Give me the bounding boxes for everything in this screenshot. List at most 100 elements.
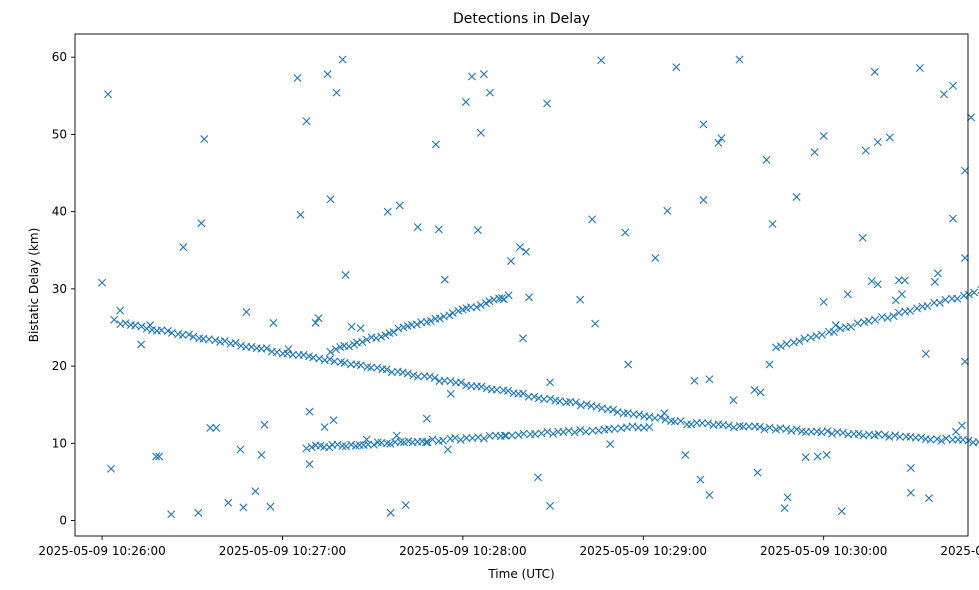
- data-point: [756, 388, 765, 397]
- data-point: [588, 215, 597, 224]
- data-point: [906, 464, 915, 473]
- chart-title: Detections in Delay: [453, 11, 590, 27]
- data-point: [663, 206, 672, 215]
- data-point: [838, 428, 847, 437]
- data-point: [116, 306, 125, 315]
- data-point: [860, 318, 869, 327]
- data-point: [116, 320, 125, 329]
- data-point: [635, 410, 644, 419]
- data-point: [645, 422, 654, 431]
- data-point: [530, 430, 539, 439]
- x-axis-label: Time (UTC): [487, 567, 554, 581]
- data-point: [358, 338, 367, 346]
- data-point: [656, 413, 665, 422]
- data-point: [555, 397, 564, 406]
- data-point: [396, 437, 405, 446]
- data-point: [891, 296, 900, 305]
- data-point: [454, 306, 463, 315]
- data-point: [570, 428, 579, 437]
- data-point: [389, 328, 398, 337]
- data-point: [167, 328, 176, 337]
- data-point: [771, 425, 780, 434]
- data-point: [422, 414, 431, 423]
- data-point: [699, 120, 708, 129]
- data-point: [672, 63, 681, 72]
- data-point: [729, 396, 738, 405]
- data-point: [443, 445, 452, 454]
- data-point: [137, 340, 146, 349]
- data-point: [717, 134, 726, 143]
- x-tick-label: 2025-05-09 10:28:00: [399, 544, 526, 558]
- axes-frame: [74, 33, 969, 537]
- data-point: [624, 360, 633, 369]
- data-point: [961, 253, 969, 262]
- data-point: [457, 378, 466, 387]
- data-point: [906, 488, 915, 497]
- data-point: [699, 196, 708, 205]
- y-tick-label: 30: [52, 282, 67, 296]
- data-point: [296, 210, 305, 219]
- data-point: [98, 278, 107, 287]
- data-point: [413, 223, 422, 232]
- data-point: [422, 438, 431, 447]
- data-point: [582, 400, 591, 409]
- data-point: [576, 295, 585, 304]
- data-point: [315, 354, 324, 363]
- data-point: [519, 429, 528, 438]
- data-point: [696, 475, 705, 484]
- data-point: [383, 207, 392, 216]
- data-point: [399, 323, 408, 332]
- data-point: [549, 429, 558, 438]
- y-tick-label: 40: [52, 205, 67, 219]
- y-tick-label: 50: [52, 127, 67, 141]
- data-point: [394, 324, 403, 333]
- data-point: [964, 290, 973, 299]
- data-point: [843, 290, 852, 299]
- data-point: [961, 166, 969, 175]
- data-point: [921, 349, 930, 358]
- data-point: [546, 378, 555, 387]
- data-point: [524, 392, 533, 401]
- data-point: [906, 306, 915, 315]
- data-point: [939, 90, 948, 99]
- data-point: [753, 468, 762, 477]
- data-point: [362, 435, 371, 444]
- data-point: [534, 473, 543, 482]
- data-point: [818, 330, 827, 339]
- data-point: [546, 394, 555, 403]
- y-axis-label: Bistatic Delay (km): [27, 228, 41, 343]
- data-point: [698, 419, 707, 428]
- data-point: [462, 433, 471, 442]
- data-point: [780, 504, 789, 513]
- data-point: [386, 439, 395, 448]
- data-point: [356, 361, 365, 370]
- data-point: [356, 324, 365, 333]
- data-point: [588, 426, 597, 435]
- data-point: [514, 431, 523, 440]
- data-point: [897, 290, 906, 299]
- data-point: [530, 392, 539, 401]
- data-point: [477, 382, 486, 391]
- data-point: [367, 363, 376, 372]
- data-point: [930, 298, 939, 307]
- data-point: [206, 423, 215, 432]
- data-point: [362, 335, 371, 344]
- data-point: [959, 291, 968, 300]
- data-point: [543, 99, 552, 108]
- data-point: [813, 452, 822, 461]
- data-point: [621, 228, 630, 237]
- data-point: [525, 293, 534, 302]
- data-point: [948, 81, 957, 90]
- data-point: [333, 440, 342, 449]
- data-point: [854, 429, 863, 438]
- data-point: [492, 385, 501, 394]
- data-point: [874, 430, 883, 439]
- data-point: [107, 464, 116, 473]
- data-point: [873, 280, 882, 289]
- data-point: [439, 436, 448, 445]
- data-point: [926, 435, 935, 444]
- data-point: [846, 322, 855, 331]
- data-point: [381, 331, 390, 340]
- data-point: [314, 314, 323, 323]
- data-point: [923, 302, 932, 311]
